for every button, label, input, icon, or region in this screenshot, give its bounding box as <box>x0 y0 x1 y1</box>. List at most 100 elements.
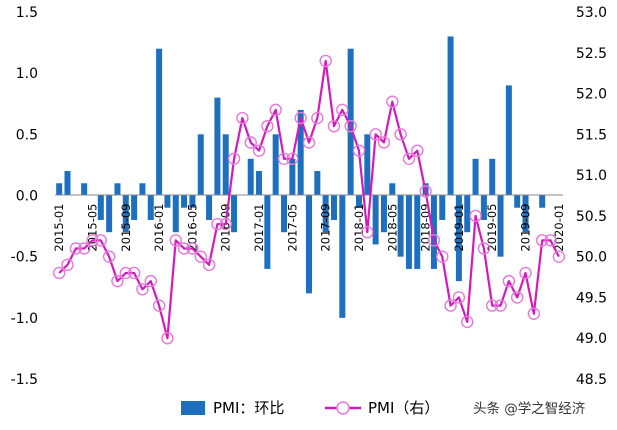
bar <box>497 195 504 257</box>
pmi-point <box>111 274 124 288</box>
bar <box>380 195 387 233</box>
bar <box>347 48 354 196</box>
bar <box>172 195 179 233</box>
bar <box>480 195 487 220</box>
bar <box>522 195 529 233</box>
pmi-point <box>502 274 516 288</box>
bar <box>97 195 104 220</box>
bar <box>64 171 71 196</box>
bar <box>414 195 421 269</box>
pmi-point <box>194 250 207 263</box>
pmi-point <box>169 234 182 247</box>
pmi-point <box>236 111 249 125</box>
left-y-tick-label: 1.5 <box>16 5 38 21</box>
bar <box>514 195 521 208</box>
legend-bar-label: PMI：环比 <box>213 399 284 417</box>
pmi-point <box>277 152 291 166</box>
bar <box>539 195 546 208</box>
pmi-point <box>119 266 132 280</box>
bar <box>397 195 404 257</box>
x-tick-label: 2019-05 <box>485 203 499 251</box>
right-y-tick-label: 51.0 <box>576 168 607 184</box>
pmi-point <box>436 250 449 263</box>
pmi-point <box>186 242 199 255</box>
pmi-point <box>294 111 307 125</box>
bar <box>206 195 213 220</box>
bar <box>306 195 312 294</box>
legend: PMI：环比 PMI（右） <box>181 399 439 417</box>
bar <box>281 195 288 233</box>
pmi-point <box>52 266 66 280</box>
pmi-point <box>361 225 374 239</box>
pmi-point <box>311 111 324 125</box>
left-y-tick-label: 1.0 <box>16 66 38 82</box>
bar <box>439 195 446 220</box>
x-tick-label: 2016-05 <box>185 204 199 252</box>
left-y-tick-label: -1.5 <box>11 372 38 388</box>
x-tick-label: 2019-01 <box>452 204 466 252</box>
x-tick-label: 2017-01 <box>252 204 266 252</box>
right-y-tick-label: 50.0 <box>576 250 607 266</box>
pmi-point <box>386 95 399 108</box>
pmi-point <box>102 250 116 263</box>
bar <box>231 195 238 233</box>
left-y-tick-label: 0.0 <box>16 189 38 205</box>
bar <box>372 195 379 245</box>
x-tick-label: 2016-01 <box>152 204 166 252</box>
pmi-point <box>227 152 241 166</box>
pmi-point <box>252 144 266 157</box>
x-tick-label: 2017-09 <box>319 204 333 252</box>
bar <box>330 195 337 220</box>
right-y-axis: 53.0 52.5 52.0 51.5 51.0 50.5 50.0 49.5 49.0 48.5 <box>576 5 607 388</box>
line-series-pmi <box>52 54 566 345</box>
bar <box>181 195 188 208</box>
x-tick-label: 2015-09 <box>119 204 133 252</box>
right-y-tick-label: 48.5 <box>576 372 607 388</box>
pmi-point <box>136 283 149 296</box>
bar <box>389 183 396 196</box>
pmi-point <box>161 332 174 345</box>
pmi-point <box>77 242 91 255</box>
right-y-tick-label: 51.5 <box>576 127 607 143</box>
bar <box>314 171 321 196</box>
bar <box>156 48 163 196</box>
bar <box>164 195 171 208</box>
pmi-point <box>127 266 141 280</box>
pmi-point <box>211 217 224 231</box>
pmi-point <box>152 299 166 312</box>
bar <box>272 134 279 196</box>
bar <box>139 183 146 196</box>
bar <box>106 195 113 233</box>
pmi-point <box>461 315 474 329</box>
x-tick-label: 2016-09 <box>219 204 233 252</box>
pmi-point <box>527 307 541 320</box>
pmi-point <box>269 103 282 117</box>
pmi-point <box>402 152 416 166</box>
pmi-point <box>552 250 566 263</box>
right-y-tick-label: 53.0 <box>576 5 607 21</box>
bar <box>430 195 437 269</box>
pmi-point <box>444 299 457 312</box>
bar <box>264 195 271 269</box>
x-tick-label: 2019-09 <box>519 204 533 252</box>
bar <box>56 183 63 196</box>
right-y-tick-label: 49.5 <box>576 290 607 306</box>
bar <box>147 195 154 220</box>
pmi-point <box>61 258 74 272</box>
x-tick-label: 2015-01 <box>52 204 66 252</box>
right-y-tick-label: 49.0 <box>576 331 607 347</box>
left-y-tick-label: 0.5 <box>16 127 38 143</box>
pmi-point <box>469 209 482 223</box>
pmi-point <box>511 291 524 304</box>
pmi-point <box>286 152 299 166</box>
bar <box>289 158 296 196</box>
bar <box>339 195 346 318</box>
pmi-point <box>419 185 432 198</box>
right-y-tick-label: 50.5 <box>576 209 607 225</box>
pmi-point <box>544 234 557 247</box>
bar <box>472 158 479 196</box>
x-tick-label: 2018-05 <box>385 204 399 252</box>
bar <box>364 134 371 196</box>
bar <box>189 195 196 208</box>
left-y-tick-label: -1.0 <box>11 311 38 327</box>
